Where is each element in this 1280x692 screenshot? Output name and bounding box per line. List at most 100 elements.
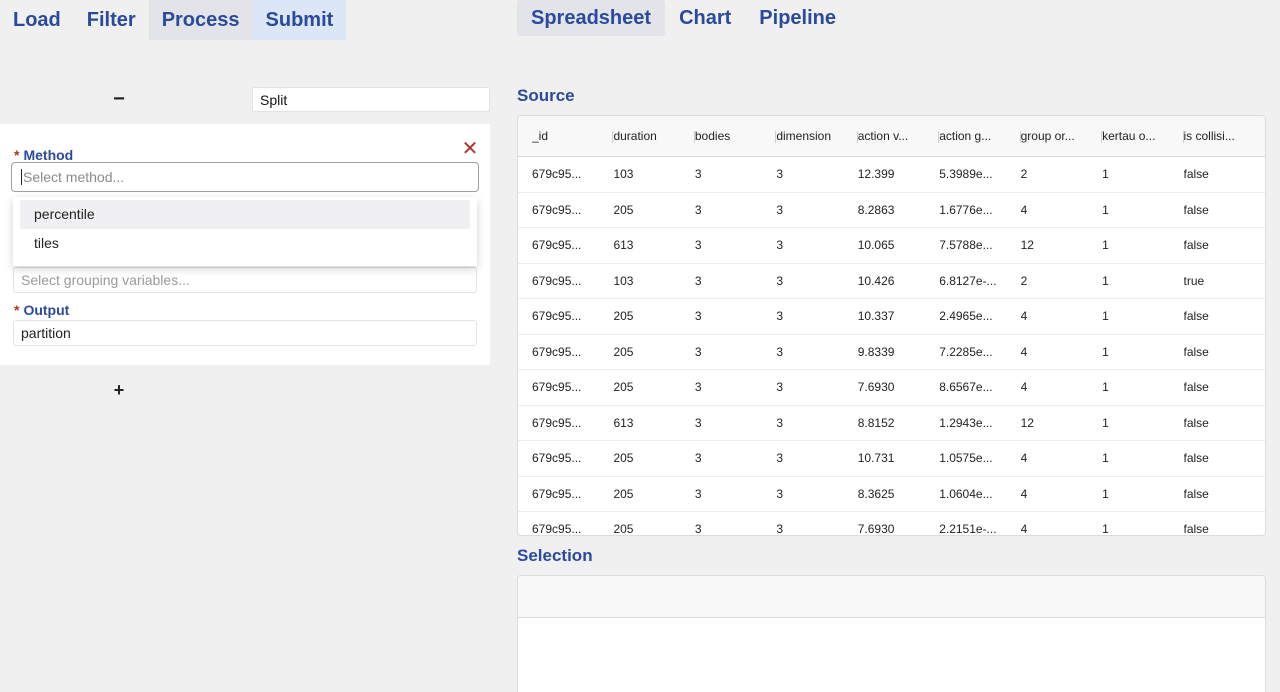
- table-cell[interactable]: 4: [1020, 309, 1028, 324]
- table-cell[interactable]: false: [1183, 415, 1209, 430]
- table-cell[interactable]: false: [1183, 522, 1209, 536]
- table-cell[interactable]: 613: [613, 238, 634, 253]
- output-input[interactable]: partition: [13, 320, 477, 346]
- table-cell[interactable]: 1: [1102, 202, 1109, 217]
- table-cell[interactable]: false: [1183, 202, 1209, 217]
- add-step-button[interactable]: +: [113, 380, 125, 400]
- table-cell[interactable]: 1: [1102, 309, 1109, 324]
- table-cell[interactable]: false: [1183, 309, 1209, 324]
- column-separator[interactable]: [1019, 131, 1021, 143]
- close-icon[interactable]: ✕: [461, 138, 479, 160]
- table-cell[interactable]: 12: [1020, 415, 1034, 430]
- table-cell[interactable]: 8.3625: [857, 486, 895, 501]
- table-cell[interactable]: 3: [776, 451, 783, 466]
- table-cell[interactable]: 1: [1102, 451, 1109, 466]
- table-cell[interactable]: 3: [694, 238, 702, 253]
- table-cell[interactable]: 7.5788e...: [939, 238, 993, 253]
- table-cell[interactable]: 1.0604e...: [939, 486, 993, 501]
- table-cell[interactable]: false: [1183, 380, 1209, 395]
- table-cell[interactable]: 679c95...: [532, 415, 582, 430]
- table-cell[interactable]: 205: [613, 202, 634, 217]
- table-row[interactable]: 679c95... 613 3 3 8.8152 1.2943e... 12 1 false: [518, 406, 1265, 441]
- column-header[interactable]: kertau o...: [1102, 129, 1184, 143]
- tab-spreadsheet[interactable]: Spreadsheet: [517, 0, 666, 36]
- table-cell[interactable]: 3: [776, 309, 783, 324]
- table-cell[interactable]: 6.8127e-...: [939, 273, 997, 288]
- table-cell[interactable]: 679c95...: [532, 273, 582, 288]
- table-row[interactable]: 679c95... 205 3 3 10.731 1.0575e... 4 1 false: [518, 441, 1265, 477]
- table-cell[interactable]: 1: [1102, 486, 1109, 501]
- table-cell[interactable]: 10.337: [857, 309, 895, 324]
- table-cell[interactable]: 679c95...: [532, 167, 582, 182]
- table-cell[interactable]: 613: [613, 415, 634, 430]
- table-cell[interactable]: 3: [776, 415, 783, 430]
- table-cell[interactable]: 3: [694, 522, 702, 536]
- table-cell[interactable]: 8.8152: [857, 415, 895, 430]
- column-separator[interactable]: [775, 131, 777, 143]
- table-row[interactable]: 679c95... 103 3 3 10.426 6.8127e-... 2 1 true: [518, 264, 1265, 299]
- table-cell[interactable]: 103: [613, 167, 634, 182]
- table-cell[interactable]: 5.3989e...: [939, 167, 993, 182]
- table-cell[interactable]: 3: [776, 238, 783, 253]
- table-cell[interactable]: 2: [1020, 273, 1028, 288]
- column-header[interactable]: duration: [613, 129, 695, 143]
- table-cell[interactable]: 4: [1020, 380, 1028, 395]
- table-cell[interactable]: 679c95...: [532, 202, 582, 217]
- method-select[interactable]: Select method...: [11, 162, 479, 192]
- table-cell[interactable]: false: [1183, 238, 1209, 253]
- table-cell[interactable]: 1.6776e...: [939, 202, 993, 217]
- table-cell[interactable]: 4: [1020, 344, 1028, 359]
- table-cell[interactable]: 205: [613, 486, 634, 501]
- table-cell[interactable]: 7.2285e...: [939, 344, 993, 359]
- table-cell[interactable]: 12.399: [857, 167, 895, 182]
- table-cell[interactable]: 10.065: [857, 238, 895, 253]
- table-cell[interactable]: 3: [776, 522, 783, 536]
- table-cell[interactable]: 3: [776, 344, 783, 359]
- table-cell[interactable]: 1: [1102, 344, 1109, 359]
- tab-process[interactable]: Process: [148, 0, 253, 40]
- column-header[interactable]: action v...: [858, 129, 940, 143]
- table-cell[interactable]: 1: [1102, 167, 1109, 182]
- table-cell[interactable]: 3: [694, 415, 702, 430]
- grouping-variables-select[interactable]: Select grouping variables...: [13, 267, 477, 293]
- table-cell[interactable]: 679c95...: [532, 451, 582, 466]
- table-cell[interactable]: 103: [613, 273, 634, 288]
- step-name-input[interactable]: Split: [252, 87, 490, 112]
- table-cell[interactable]: 205: [613, 522, 634, 536]
- table-cell[interactable]: 1.2943e...: [939, 415, 993, 430]
- option-tiles[interactable]: tiles: [34, 235, 59, 251]
- column-header[interactable]: action g...: [939, 129, 1021, 143]
- table-cell[interactable]: 679c95...: [532, 380, 582, 395]
- tab-filter[interactable]: Filter: [86, 8, 136, 31]
- column-header[interactable]: group or...: [1021, 129, 1103, 143]
- table-cell[interactable]: 2: [1020, 167, 1028, 182]
- table-cell[interactable]: 1: [1102, 415, 1109, 430]
- table-row[interactable]: 679c95... 205 3 3 7.6930 2.2151e-... 4 1 false: [518, 512, 1265, 536]
- table-cell[interactable]: 3: [776, 486, 783, 501]
- table-cell[interactable]: 3: [776, 167, 783, 182]
- column-separator[interactable]: [1182, 131, 1184, 143]
- table-cell[interactable]: 2.2151e-...: [939, 522, 997, 536]
- table-row[interactable]: 679c95... 103 3 3 12.399 5.3989e... 2 1 false: [518, 157, 1265, 193]
- table-cell[interactable]: 3: [776, 380, 783, 395]
- column-separator[interactable]: [938, 131, 940, 143]
- column-header[interactable]: _id: [532, 129, 614, 143]
- table-cell[interactable]: 7.6930: [857, 380, 895, 395]
- table-cell[interactable]: 1: [1102, 273, 1109, 288]
- tab-chart[interactable]: Chart: [679, 6, 732, 29]
- table-row[interactable]: 679c95... 205 3 3 9.8339 7.2285e... 4 1 false: [518, 335, 1265, 370]
- table-cell[interactable]: false: [1183, 167, 1209, 182]
- table-cell[interactable]: true: [1183, 273, 1205, 288]
- table-row[interactable]: 679c95... 205 3 3 8.3625 1.0604e... 4 1 false: [518, 477, 1265, 512]
- tab-pipeline[interactable]: Pipeline: [759, 6, 836, 29]
- table-cell[interactable]: 10.731: [857, 451, 895, 466]
- table-cell[interactable]: 1: [1102, 238, 1109, 253]
- table-cell[interactable]: 3: [694, 167, 702, 182]
- table-row[interactable]: 679c95... 205 3 3 8.2863 1.6776e... 4 1 false: [518, 193, 1265, 228]
- table-cell[interactable]: 8.2863: [857, 202, 895, 217]
- table-cell[interactable]: 3: [776, 273, 783, 288]
- table-cell[interactable]: false: [1183, 451, 1209, 466]
- table-cell[interactable]: 3: [694, 202, 702, 217]
- table-cell[interactable]: 4: [1020, 451, 1028, 466]
- table-cell[interactable]: 3: [694, 380, 702, 395]
